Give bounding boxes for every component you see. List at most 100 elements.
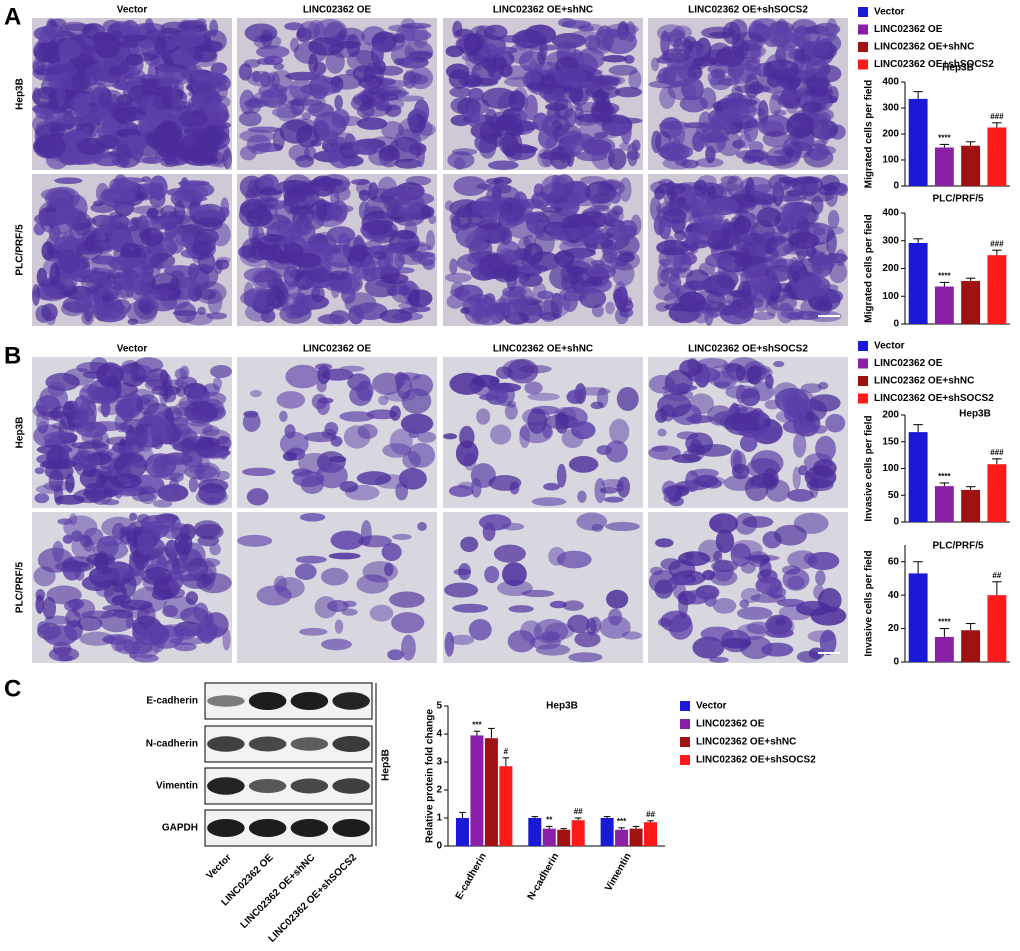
stained-cell xyxy=(35,594,45,614)
stained-cell xyxy=(175,385,187,397)
stained-cell xyxy=(379,309,413,324)
stained-cell xyxy=(531,497,567,507)
stained-cell xyxy=(256,585,292,606)
stained-cell xyxy=(212,377,223,391)
stained-cell xyxy=(87,574,116,581)
stained-cell xyxy=(678,291,706,313)
stained-cell xyxy=(316,397,330,416)
stained-cell xyxy=(32,56,46,76)
stained-cell xyxy=(681,77,704,101)
stained-cell xyxy=(691,475,726,487)
stained-cell xyxy=(684,551,695,561)
stained-cell xyxy=(700,626,734,642)
stained-cell xyxy=(271,69,293,92)
y-tick-label: 3 xyxy=(436,757,442,768)
stained-cell xyxy=(654,186,665,200)
stained-cell xyxy=(357,424,378,440)
stained-cell xyxy=(662,31,673,39)
legend-label: LINC02362 OE xyxy=(696,719,765,730)
significance-label: **** xyxy=(938,472,951,481)
stained-cell xyxy=(309,73,330,100)
stained-cell xyxy=(162,604,178,618)
stained-cell xyxy=(387,186,422,195)
stained-cell xyxy=(605,440,628,463)
stained-cell xyxy=(785,98,798,114)
stained-cell xyxy=(137,531,155,556)
blot-band xyxy=(332,778,370,794)
error-bar xyxy=(965,141,976,146)
stained-cell xyxy=(549,264,579,290)
stained-cell xyxy=(607,117,643,125)
legend-label: LINC02362 OE+shNC xyxy=(696,737,796,748)
stained-cell xyxy=(817,125,829,143)
stained-cell xyxy=(138,485,158,505)
stained-cell xyxy=(571,421,596,440)
stained-cell xyxy=(655,302,670,312)
stained-cell xyxy=(329,456,347,463)
stained-cell xyxy=(185,591,199,605)
stained-cell xyxy=(476,408,491,425)
stained-cell xyxy=(191,241,213,257)
stained-cell xyxy=(695,443,732,457)
column-header: Vector xyxy=(117,5,148,16)
stained-cell xyxy=(550,88,566,100)
stained-cell xyxy=(558,43,571,58)
stained-cell xyxy=(656,56,673,64)
stained-cell xyxy=(720,637,752,649)
stained-cell xyxy=(577,490,587,503)
error-bar xyxy=(913,561,923,574)
stained-cell xyxy=(299,512,326,522)
stained-cell xyxy=(368,182,379,201)
stained-cell xyxy=(46,585,82,605)
stained-cell xyxy=(781,565,801,575)
stained-cell xyxy=(71,530,83,542)
stained-cell xyxy=(520,620,542,642)
micrograph xyxy=(32,357,232,508)
stained-cell xyxy=(73,488,107,504)
stained-cell xyxy=(210,62,228,75)
stained-cell xyxy=(742,246,751,262)
bar xyxy=(961,280,981,324)
stained-cell xyxy=(407,251,436,259)
legend-label: LINC02362 OE+shNC xyxy=(874,42,974,53)
stained-cell xyxy=(256,57,276,66)
stained-cell xyxy=(328,552,361,560)
stained-cell xyxy=(99,609,134,633)
stained-cell xyxy=(330,530,364,550)
stained-cell xyxy=(553,98,574,121)
stained-cell xyxy=(52,540,64,563)
stained-cell xyxy=(481,51,504,59)
stained-cell xyxy=(604,208,624,224)
stained-cell xyxy=(202,29,227,53)
micrograph xyxy=(443,357,643,508)
stained-cell xyxy=(694,474,719,488)
stained-cell xyxy=(49,262,60,286)
bar xyxy=(934,486,954,522)
stained-cell xyxy=(136,394,160,416)
stained-cell xyxy=(251,199,288,211)
stained-cell xyxy=(42,596,57,620)
stained-cell xyxy=(483,183,503,192)
blot-band xyxy=(248,779,287,793)
stained-cell xyxy=(151,589,174,601)
stained-cell xyxy=(504,312,530,325)
stained-cell xyxy=(460,536,479,553)
stained-cell xyxy=(502,562,527,587)
column-header: LINC02362 OE xyxy=(303,344,372,355)
legend-label: LINC02362 OE+shSOCS2 xyxy=(874,393,994,404)
stained-cell xyxy=(539,312,562,321)
stained-cell xyxy=(575,110,600,126)
stained-cell xyxy=(692,308,710,324)
legend-swatch xyxy=(858,59,868,70)
y-axis-label: Migrated cells per field xyxy=(864,80,875,188)
legend-swatch xyxy=(858,42,868,52)
significance-label: ## xyxy=(574,807,583,816)
row-label: PLC/PRF/5 xyxy=(15,562,26,614)
stained-cell xyxy=(170,50,194,62)
stained-cell xyxy=(210,365,232,378)
error-bar xyxy=(939,628,950,637)
stained-cell xyxy=(623,55,635,64)
micrograph xyxy=(443,18,643,170)
stained-cell xyxy=(782,179,808,206)
stained-cell xyxy=(304,431,337,443)
